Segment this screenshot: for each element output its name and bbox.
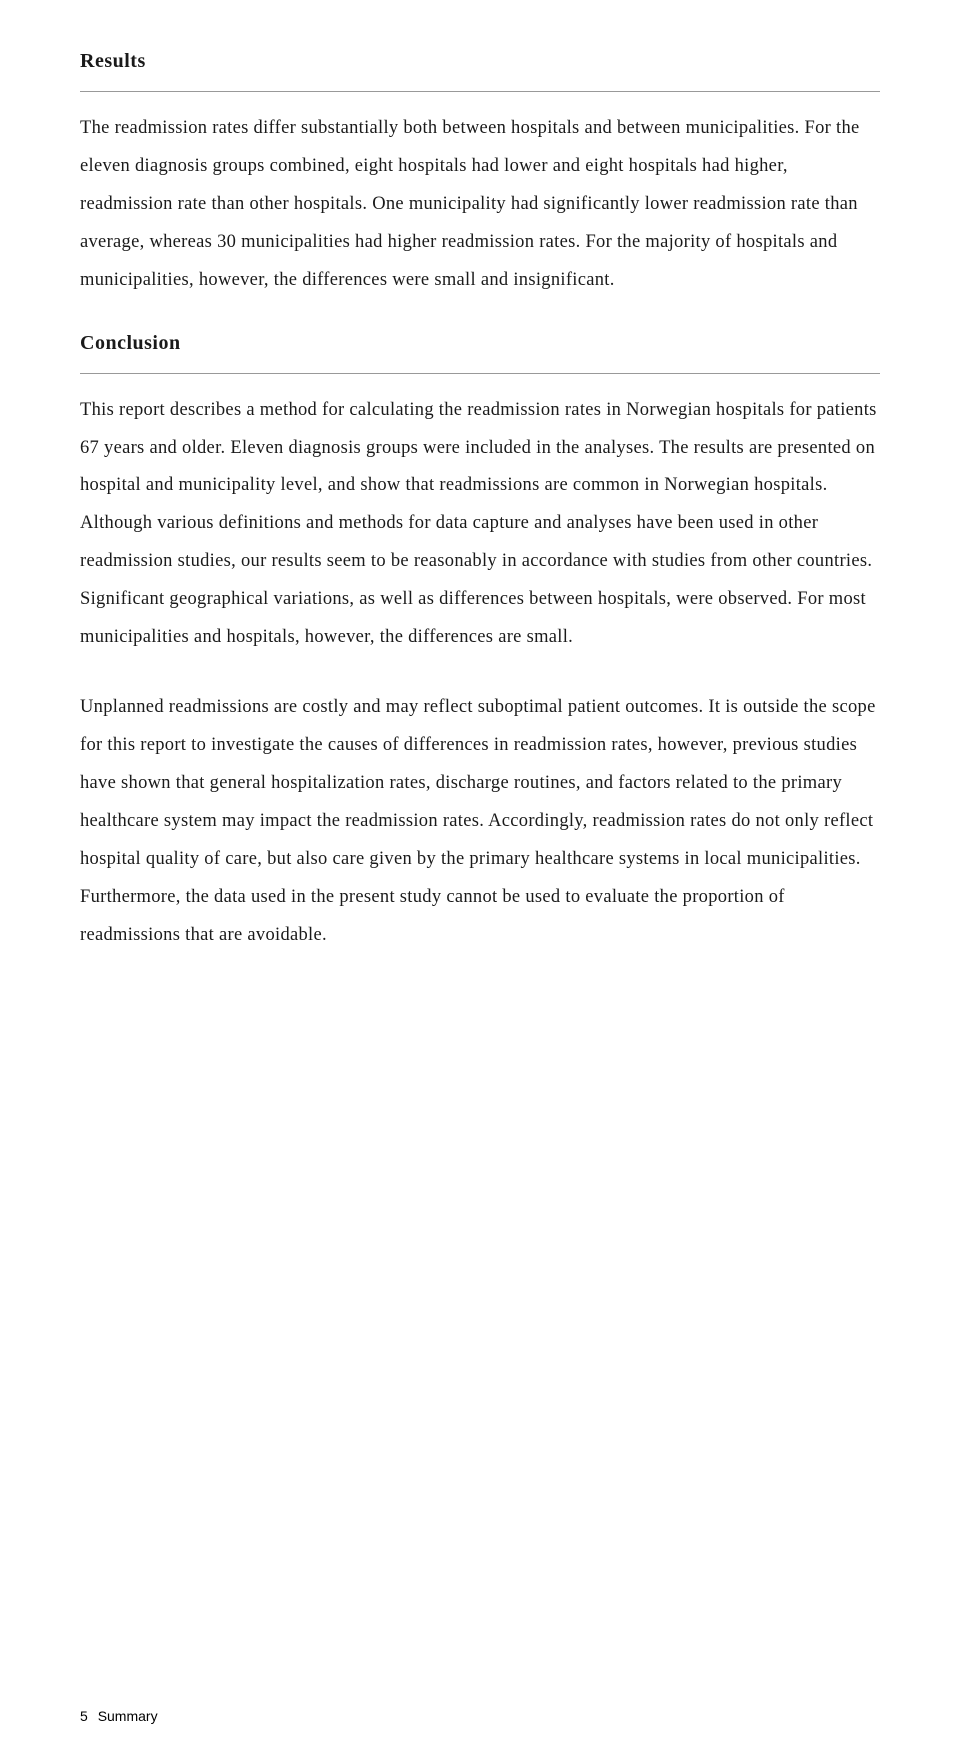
results-heading: Results — [80, 50, 880, 92]
page-number: 5 — [80, 1708, 88, 1724]
results-paragraph: The readmission rates differ substantial… — [80, 110, 880, 300]
conclusion-heading: Conclusion — [80, 332, 880, 374]
page-footer: 5 Summary — [80, 1708, 158, 1724]
footer-label: Summary — [98, 1708, 158, 1724]
document-page: Results The readmission rates differ sub… — [0, 0, 960, 1027]
conclusion-paragraph-2: Unplanned readmissions are costly and ma… — [80, 689, 880, 954]
conclusion-paragraph-1: This report describes a method for calcu… — [80, 392, 880, 657]
